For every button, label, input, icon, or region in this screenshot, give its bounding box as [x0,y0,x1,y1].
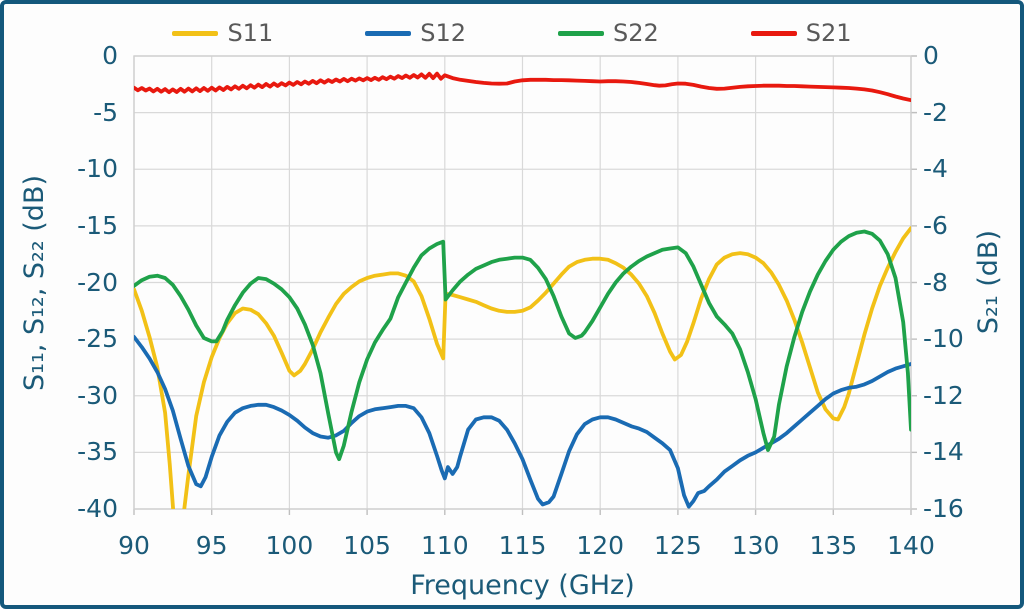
y-right-tick-label: -2 [923,97,948,127]
y-right-tick-label: -16 [923,494,964,523]
x-tick-label: 115 [498,531,547,560]
y-left-tick-label: -30 [77,380,118,410]
series-s22-line [134,229,911,462]
x-tick-label: 95 [195,531,228,560]
legend-item-s11: S11 [172,19,273,47]
x-tick-label: 135 [809,531,858,560]
legend-label-s22: S22 [613,19,659,47]
plot-area [133,55,917,515]
legend-item-s21: S21 [750,19,852,47]
legend-item-s12: S12 [365,19,466,47]
x-tick-label: 110 [420,531,469,560]
y-left-tick-label: -25 [77,324,118,354]
y-right-tick-label: 0 [923,41,939,70]
y-left-tick-label: -5 [93,97,118,127]
plot-border [133,55,912,510]
y-right-tick-label: -4 [923,154,948,184]
legend-item-s22: S22 [558,19,659,47]
x-tick-label: 125 [654,531,702,560]
legend-label-s11: S11 [227,19,274,47]
s12-line-swatch-icon [365,30,412,36]
y-right-tick-label: -12 [923,380,964,410]
s11-line-swatch-icon [172,30,219,36]
x-tick-label: 120 [576,531,625,560]
y-left-tick-label: -20 [77,267,118,297]
y-left-tick-label: -15 [77,210,118,240]
legend-label-s21: S21 [805,19,852,47]
series-s11-line [134,226,911,509]
series-s21-line [134,71,911,103]
y-left-tick-label: -35 [77,437,118,467]
y-right-tick-label: -8 [923,267,948,297]
y-right-tick-label: -10 [923,324,964,354]
x-tick-label: 130 [731,531,780,560]
x-tick-label: 140 [887,531,935,560]
y-left-tick-label: -40 [77,494,118,523]
legend-label-s12: S12 [420,19,466,47]
s21-line-swatch-icon [750,30,797,36]
x-tick-label: 100 [265,531,314,560]
x-axis-title: Frequency (GHz) [410,570,635,601]
chart-legend: S11 S12 S22 S21 [4,18,1020,48]
x-tick-label: 90 [118,531,150,560]
s22-line-swatch-icon [558,30,604,36]
y-right-tick-label: -14 [923,437,964,467]
y-left-tick-label: 0 [102,41,118,70]
x-tick-label: 105 [343,531,391,560]
y-right-tick-label: -6 [923,210,948,240]
y-left-tick-label: -10 [77,154,118,184]
